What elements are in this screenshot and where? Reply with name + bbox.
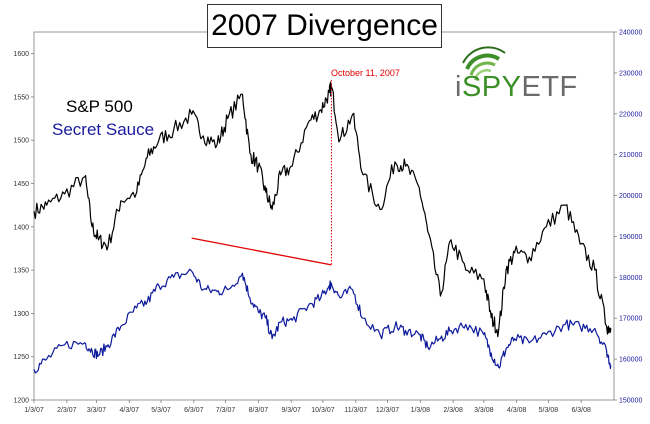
y-left-tick-label-6: 1500 (13, 138, 29, 145)
x-tick-label-2: 3/3/07 (87, 407, 107, 414)
y-right-tick-label-4: 190000 (619, 234, 642, 241)
y-right-tick-label-1: 160000 (619, 357, 642, 364)
chart-title-box: 2007 Divergence (207, 4, 442, 48)
y-left-tick-label-3: 1350 (13, 268, 29, 275)
x-tick-label-11: 12/3/07 (376, 407, 399, 414)
y-right-tick-label-2: 170000 (619, 316, 642, 323)
x-tick-label-1: 2/3/07 (57, 407, 77, 414)
chart-title: 2007 Divergence (211, 9, 438, 42)
x-tick-label-13: 2/3/08 (443, 407, 463, 414)
x-tick-label-5: 6/3/07 (184, 407, 204, 414)
x-tick-label-17: 6/3/08 (571, 407, 591, 414)
x-tick-label-0: 1/3/07 (24, 407, 44, 414)
legend-secret-sauce: Secret Sauce (52, 120, 155, 139)
x-tick-label-14: 3/3/08 (474, 407, 494, 414)
y-right-tick-label-5: 200000 (619, 193, 642, 200)
annotation-october-11: October 11, 2007 (331, 68, 400, 78)
logo-text-prefix: i (455, 71, 462, 103)
x-tick-label-4: 5/3/07 (151, 407, 171, 414)
logo-text-highlight: SPY (461, 71, 522, 103)
x-tick-label-6: 7/3/07 (216, 407, 236, 414)
y-left-tick-label-8: 1600 (13, 51, 29, 58)
y-left-tick-label-2: 1300 (13, 311, 29, 318)
y-left-tick-label-0: 1200 (13, 398, 29, 405)
x-tick-label-15: 4/3/08 (507, 407, 527, 414)
x-tick-label-16: 5/3/08 (539, 407, 559, 414)
y-left-tick-label-5: 1450 (13, 181, 29, 188)
divergence-trend-line (191, 237, 332, 266)
y-right-tick-label-3: 180000 (619, 275, 642, 282)
x-tick-label-8: 9/3/07 (281, 407, 301, 414)
series-line-sp500 (33, 81, 612, 338)
x-tick-label-3: 4/3/07 (120, 407, 140, 414)
y-left-tick-label-7: 1550 (13, 94, 29, 101)
x-tick-label-12: 1/3/08 (411, 407, 431, 414)
y-right-tick-label-0: 150000 (619, 398, 642, 405)
x-tick-label-7: 8/3/07 (249, 407, 269, 414)
logo-text-suffix: ETF (521, 71, 578, 103)
series-line-secret-sauce (33, 268, 612, 374)
y-right-tick-label-6: 210000 (619, 152, 642, 159)
x-tick-label-10: 11/3/07 (344, 407, 367, 414)
x-tick-label-9: 10/3/07 (311, 407, 334, 414)
y-right-tick-label-7: 220000 (619, 111, 642, 118)
y-right-tick-label-8: 230000 (619, 70, 642, 77)
y-left-tick-label-1: 1250 (13, 354, 29, 361)
y-right-tick-label-9: 240000 (619, 30, 642, 37)
logo-text: iSPYETF (455, 71, 578, 104)
legend: S&P 500 Secret Sauce (52, 95, 154, 141)
y-left-tick-label-4: 1400 (13, 224, 29, 231)
ispyetf-logo: iSPYETF (455, 35, 605, 125)
logo-swirl-icon (462, 46, 506, 81)
legend-sp500: S&P 500 (66, 97, 133, 116)
